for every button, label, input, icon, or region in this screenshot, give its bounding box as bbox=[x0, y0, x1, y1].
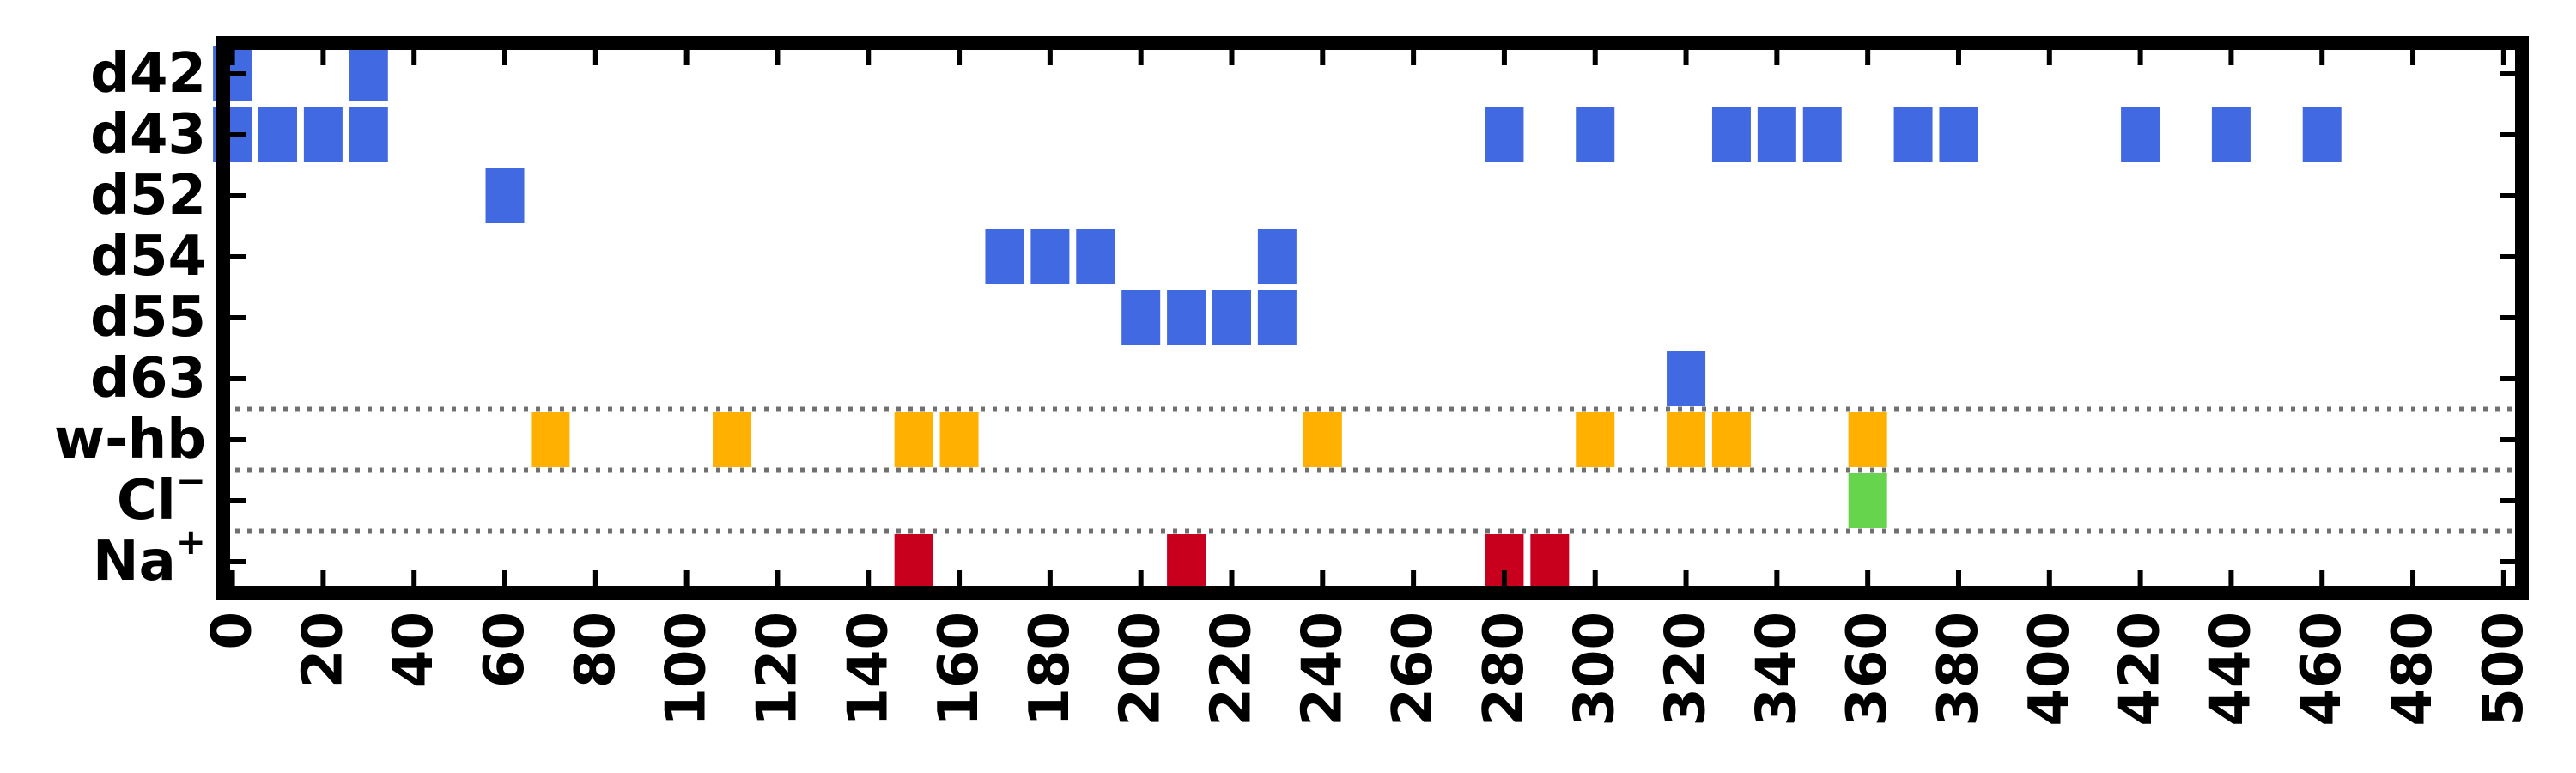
x-tick-label: 300 bbox=[1564, 612, 1627, 727]
event-cell bbox=[485, 168, 525, 223]
x-tick-label: 340 bbox=[1745, 612, 1808, 727]
x-tick-label: 140 bbox=[836, 612, 900, 727]
x-tick-label: 400 bbox=[2018, 612, 2081, 727]
event-cell bbox=[1257, 229, 1297, 284]
event-cell bbox=[1802, 107, 1842, 162]
event-cell bbox=[303, 107, 343, 162]
event-cells bbox=[213, 46, 2342, 589]
x-tick-label: 240 bbox=[1291, 612, 1354, 727]
x-tick-label: 120 bbox=[745, 612, 809, 727]
event-cell bbox=[1576, 107, 1615, 162]
row-separators bbox=[223, 406, 2522, 534]
event-cell bbox=[1576, 412, 1615, 467]
event-cell bbox=[2121, 107, 2160, 162]
x-tick-label: 460 bbox=[2290, 612, 2354, 727]
x-tick-label: 480 bbox=[2381, 612, 2445, 727]
event-cell bbox=[1530, 534, 1570, 589]
axis-ticks bbox=[223, 43, 2522, 593]
x-tick-label: 220 bbox=[1200, 612, 1263, 727]
y-tick-label: d63 bbox=[90, 347, 206, 411]
x-tick-label: 60 bbox=[473, 612, 537, 688]
event-cell bbox=[1076, 229, 1115, 284]
y-tick-label: d42 bbox=[90, 42, 206, 106]
event-cell bbox=[1030, 229, 1070, 284]
x-tick-label: 320 bbox=[1655, 612, 1718, 727]
y-tick-label: d52 bbox=[90, 164, 206, 228]
x-tick-label: 200 bbox=[1109, 612, 1173, 727]
x-tick-label: 180 bbox=[1018, 612, 1082, 727]
x-tick-label: 380 bbox=[1927, 612, 1990, 727]
y-tick-label: Cl− bbox=[117, 460, 206, 533]
event-cell bbox=[939, 412, 979, 467]
event-cell bbox=[1711, 412, 1751, 467]
event-cell bbox=[1257, 290, 1297, 345]
event-cell bbox=[1848, 473, 1887, 528]
event-cell bbox=[985, 229, 1024, 284]
x-tick-label: 40 bbox=[382, 612, 446, 688]
event-cell bbox=[1167, 290, 1206, 345]
x-tick-label: 160 bbox=[927, 612, 991, 727]
event-cell bbox=[1167, 534, 1206, 589]
event-cell bbox=[894, 412, 933, 467]
y-tick-label: Na+ bbox=[93, 520, 206, 594]
event-cell bbox=[349, 107, 388, 162]
x-tick-label: 280 bbox=[1473, 612, 1536, 727]
x-tick-label: 80 bbox=[564, 612, 628, 688]
event-cell bbox=[1848, 412, 1887, 467]
x-tick-label: 260 bbox=[1382, 612, 1445, 727]
x-tick-label: 360 bbox=[1836, 612, 1899, 727]
x-tick-label: 0 bbox=[201, 612, 264, 650]
event-cell bbox=[1667, 412, 1706, 467]
event-cell bbox=[1711, 107, 1751, 162]
y-tick-label: d55 bbox=[90, 286, 206, 350]
event-cell bbox=[531, 412, 570, 467]
event-cell bbox=[349, 46, 388, 101]
event-cell bbox=[2302, 107, 2342, 162]
plot-frame bbox=[216, 36, 2529, 600]
event-cell bbox=[258, 107, 297, 162]
y-tick-label: d43 bbox=[90, 103, 206, 167]
event-cell bbox=[1303, 412, 1342, 467]
event-cell bbox=[894, 534, 933, 589]
y-tick-label: d54 bbox=[90, 225, 206, 289]
event-cell bbox=[1893, 107, 1933, 162]
event-cell bbox=[1212, 290, 1251, 345]
y-tick-label: w-hb bbox=[54, 408, 206, 472]
event-cell bbox=[1667, 351, 1706, 406]
x-tick-label: 420 bbox=[2109, 612, 2172, 727]
event-cell bbox=[1939, 107, 1978, 162]
event-cell bbox=[1121, 290, 1161, 345]
event-cell bbox=[1757, 107, 1796, 162]
event-cell bbox=[2211, 107, 2251, 162]
x-tick-labels: 0 20 40 60 80 100 120 140 160 180 200 220 240 260 280 3… bbox=[201, 612, 2536, 727]
event-cell bbox=[713, 412, 752, 467]
x-tick-label: 20 bbox=[291, 612, 355, 688]
x-tick-label: 500 bbox=[2472, 612, 2536, 727]
x-tick-label: 100 bbox=[655, 612, 719, 727]
x-tick-label: 440 bbox=[2199, 612, 2263, 727]
event-cell bbox=[1485, 107, 1524, 162]
